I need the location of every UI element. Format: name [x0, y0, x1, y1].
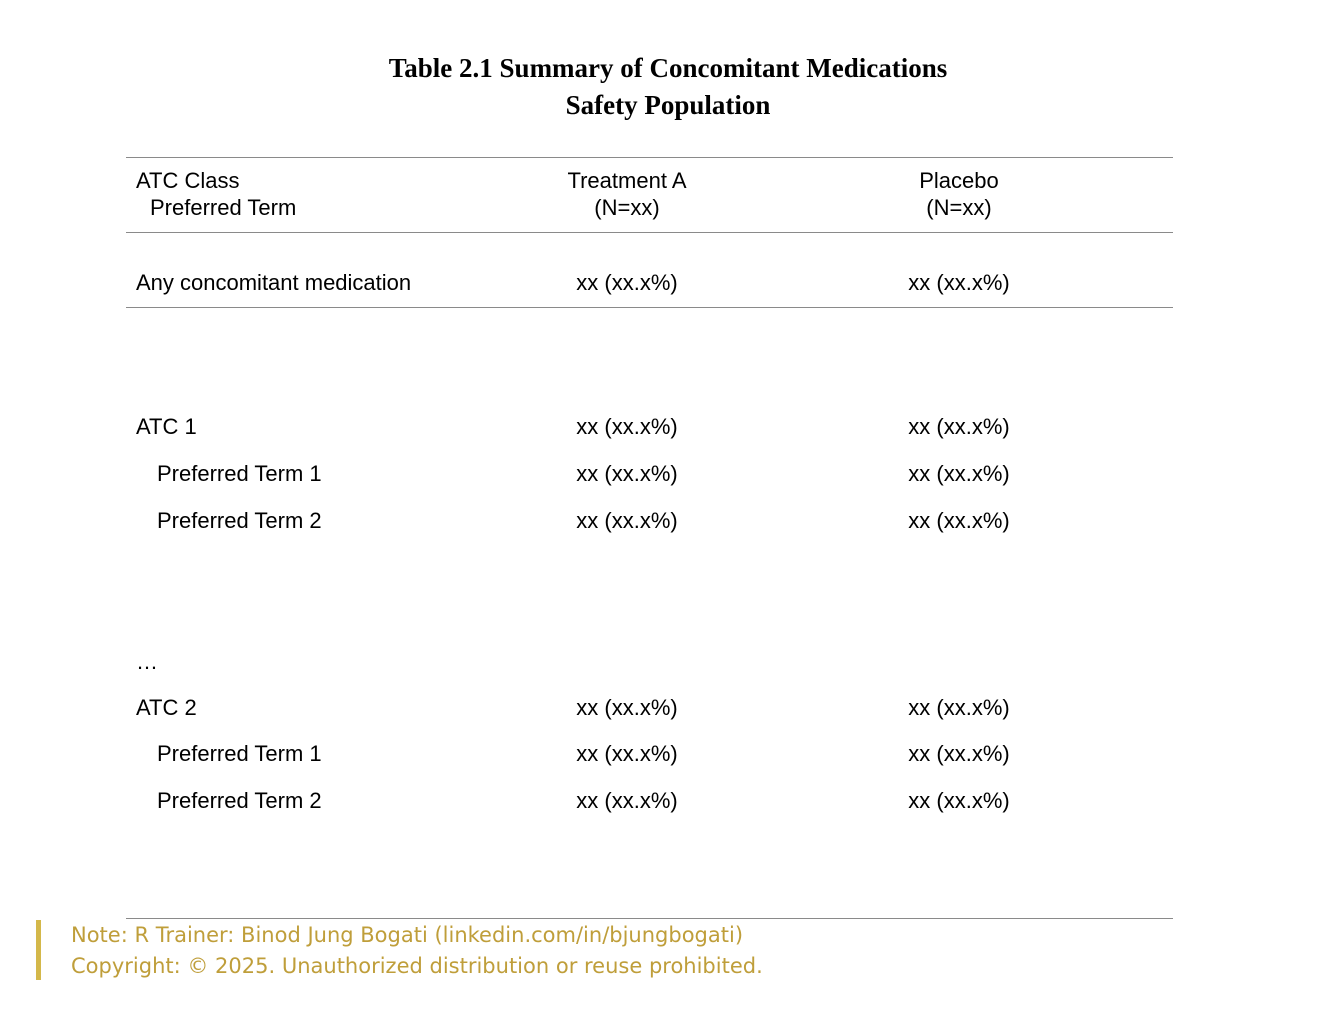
- header-preferred-term: Preferred Term: [150, 195, 297, 220]
- row-atc-1-pt-2-placebo-value: xx (xx.x%): [908, 508, 1010, 533]
- row-atc-2-treatment-a-value: xx (xx.x%): [576, 695, 678, 720]
- row-any-placebo-value: xx (xx.x%): [908, 270, 1010, 295]
- row-label-atc-1-pt-1: Preferred Term 1: [157, 461, 322, 486]
- table-title: Table 2.1 Summary of Concomitant Medicat…: [0, 50, 1336, 124]
- table-subtitle-population: Safety Population: [565, 90, 771, 120]
- row-atc-1-placebo-value: xx (xx.x%): [908, 414, 1010, 439]
- table-title-line-1: Table 2.1 Summary of Concomitant Medicat…: [388, 53, 948, 83]
- row-ellipsis: …: [136, 649, 158, 674]
- row-atc-2-pt-2-placebo-value: xx (xx.x%): [908, 788, 1010, 813]
- header-atc-class: ATC Class: [136, 168, 240, 193]
- row-label-atc-1-pt-2: Preferred Term 2: [157, 508, 322, 533]
- any-row-bottom-rule: [126, 307, 1173, 308]
- row-atc-2-pt-1-placebo-value: xx (xx.x%): [908, 741, 1010, 766]
- row-atc-2-pt-2-treatment-a-value: xx (xx.x%): [576, 788, 678, 813]
- row-atc-2-placebo-value: xx (xx.x%): [908, 695, 1010, 720]
- note-copyright-line: Copyright: © 2025. Unauthorized distribu…: [71, 954, 763, 978]
- table-top-rule: [126, 157, 1173, 158]
- note-trainer-line: Note: R Trainer: Binod Jung Bogati (link…: [71, 923, 744, 947]
- copyright-note: Note: R Trainer: Binod Jung Bogati (link…: [36, 920, 763, 980]
- row-atc-1-treatment-a-value: xx (xx.x%): [576, 414, 678, 439]
- row-any-treatment-a-value: xx (xx.x%): [576, 270, 678, 295]
- row-atc-1-pt-1-treatment-a-value: xx (xx.x%): [576, 461, 678, 486]
- header-placebo-n: (N=xx): [926, 195, 992, 220]
- row-label-any-medication: Any concomitant medication: [136, 270, 412, 295]
- row-atc-2-pt-1-treatment-a-value: xx (xx.x%): [576, 741, 678, 766]
- row-label-atc-2: ATC 2: [136, 695, 197, 720]
- header-bottom-rule: [126, 232, 1173, 233]
- row-label-atc-2-pt-1: Preferred Term 1: [157, 741, 322, 766]
- header-treatment-a-n: (N=xx): [594, 195, 660, 220]
- header-placebo: Placebo: [919, 168, 999, 193]
- header-treatment-a: Treatment A: [567, 168, 687, 193]
- row-label-atc-1: ATC 1: [136, 414, 197, 439]
- table-bottom-rule: [126, 918, 1173, 919]
- row-atc-1-pt-2-treatment-a-value: xx (xx.x%): [576, 508, 678, 533]
- row-label-atc-2-pt-2: Preferred Term 2: [157, 788, 322, 813]
- row-atc-1-pt-1-placebo-value: xx (xx.x%): [908, 461, 1010, 486]
